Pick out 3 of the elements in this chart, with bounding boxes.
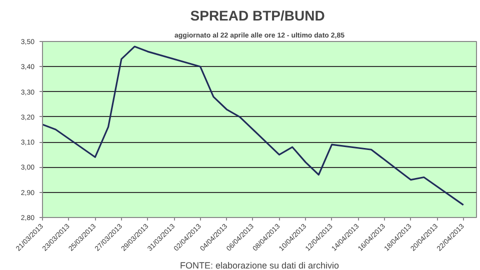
line-series — [42, 46, 464, 206]
chart-title: SPREAD BTP/BUND — [190, 8, 325, 24]
source-note: FONTE: elaborazione su dati di archivio — [180, 260, 340, 270]
